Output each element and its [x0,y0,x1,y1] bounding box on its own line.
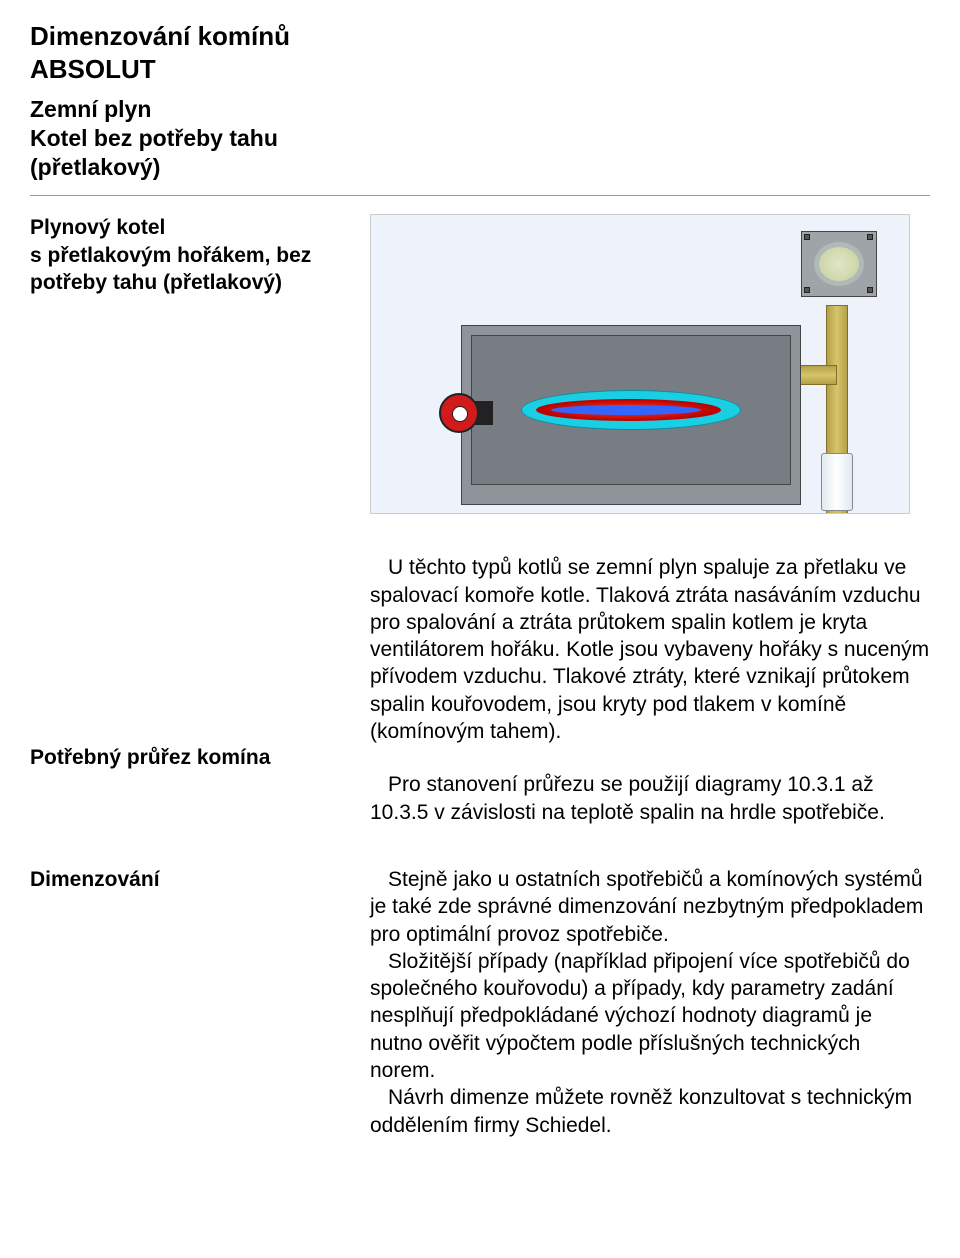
section-1: Potřebný průřez komína U těchto typů kot… [30,554,930,826]
boiler-diagram [370,214,910,514]
air-intake-ring [814,242,864,286]
section-2-para-3: Návrh dimenze můžete rovněž konzultovat … [370,1084,930,1139]
condensate-cup [821,453,853,511]
section-1-label: Potřebný průřez komína [30,554,340,826]
subtitle-block: Zemní plyn Kotel bez potřeby tahu (přetl… [30,95,930,181]
burner-fan-icon [439,393,479,433]
intro-row: Plynový kotel s přetlakovým hořákem, bez… [30,214,930,514]
title-line-2: ABSOLUT [30,53,930,86]
subtitle-line-2: Kotel bez potřeby tahu [30,124,930,153]
section-1-para-1: U těchto typů kotlů se zemní plyn spaluj… [370,554,930,745]
subtitle-line-1: Zemní plyn [30,95,930,124]
intro-left-line1: Plynový kotel [30,214,340,241]
bolt-icon [804,234,810,240]
section-1-label-text: Potřebný průřez komína [30,744,340,771]
bolt-icon [867,234,873,240]
title-block: Dimenzování komínů ABSOLUT [30,20,930,85]
intro-left-line2: s přetlakovým hořákem, bez potřeby tahu … [30,242,340,297]
section-1-para-2: Pro stanovení průřezu se použijí diagram… [370,771,930,826]
document-page: Dimenzování komínů ABSOLUT Zemní plyn Ko… [0,0,960,1219]
section-2-label: Dimenzování [30,866,340,1139]
bolt-icon [804,287,810,293]
section-2-label-text: Dimenzování [30,866,340,893]
title-line-1: Dimenzování komínů [30,20,930,53]
section-1-body: U těchto typů kotlů se zemní plyn spaluj… [370,554,930,826]
flue-t-connector [799,365,837,385]
intro-left: Plynový kotel s přetlakovým hořákem, bez… [30,214,340,514]
bolt-icon [867,287,873,293]
subtitle-line-3: (přetlakový) [30,153,930,182]
divider-line [30,195,930,196]
section-2-para-2: Složitější případy (například připojení … [370,948,930,1084]
section-2-para-1: Stejně jako u ostatních spotřebičů a kom… [370,866,930,948]
intro-right [370,214,930,514]
section-2: Dimenzování Stejně jako u ostatních spot… [30,866,930,1139]
section-2-body: Stejně jako u ostatních spotřebičů a kom… [370,866,930,1139]
